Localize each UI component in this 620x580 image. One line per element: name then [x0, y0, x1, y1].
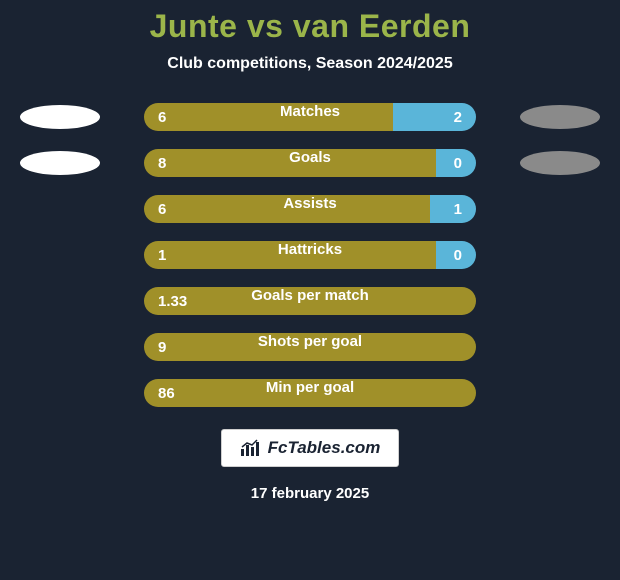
stat-bar: 61Assists [144, 195, 476, 223]
stat-bar: 9Shots per goal [144, 333, 476, 361]
vs-separator: vs [247, 8, 284, 44]
stat-row: 86Min per goal [0, 379, 620, 407]
stat-value-right: 1 [430, 195, 476, 223]
subtitle: Club competitions, Season 2024/2025 [167, 55, 452, 73]
comparison-infographic: Junte vs van Eerden Club competitions, S… [0, 0, 620, 580]
stat-value-left: 9 [144, 333, 476, 361]
stat-bar: 62Matches [144, 103, 476, 131]
player1-name: Junte [150, 8, 238, 44]
stat-value-left: 6 [144, 103, 393, 131]
stat-bar: 80Goals [144, 149, 476, 177]
date-label: 17 february 2025 [251, 485, 369, 502]
stat-value-left: 86 [144, 379, 476, 407]
stat-value-left: 1 [144, 241, 436, 269]
stat-value-left: 1.33 [144, 287, 476, 315]
team-badge-left [20, 151, 100, 175]
page-title: Junte vs van Eerden [150, 8, 471, 45]
logo-text: FcTables.com [268, 438, 381, 458]
team-badge-right [520, 105, 600, 129]
stat-row: 61Assists [0, 195, 620, 223]
stat-value-right: 0 [436, 149, 476, 177]
stat-bar: 10Hattricks [144, 241, 476, 269]
stat-row: 62Matches [0, 103, 620, 131]
stat-bar: 1.33Goals per match [144, 287, 476, 315]
stat-row: 80Goals [0, 149, 620, 177]
stat-value-left: 8 [144, 149, 436, 177]
stat-row: 10Hattricks [0, 241, 620, 269]
stat-row: 1.33Goals per match [0, 287, 620, 315]
player2-name: van Eerden [293, 8, 471, 44]
stat-row: 9Shots per goal [0, 333, 620, 361]
chart-icon [240, 439, 262, 457]
team-badge-right [520, 151, 600, 175]
stat-bar: 86Min per goal [144, 379, 476, 407]
source-logo: FcTables.com [221, 429, 400, 467]
team-badge-left [20, 105, 100, 129]
stat-rows: 62Matches 80Goals 61Assists 10Hattricks 1.33… [0, 103, 620, 407]
stat-value-right: 2 [393, 103, 476, 131]
stat-value-left: 6 [144, 195, 430, 223]
stat-value-right: 0 [436, 241, 476, 269]
